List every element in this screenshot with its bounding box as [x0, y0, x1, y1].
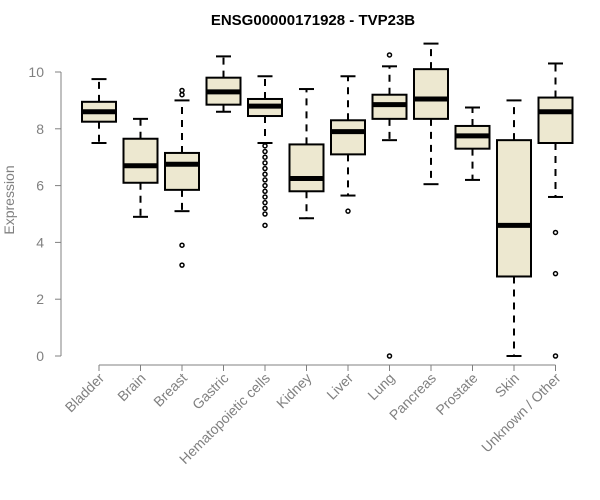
x-tick-label: Breast [150, 370, 190, 410]
box-liver [330, 75, 366, 214]
x-tick-label: Kidney [273, 370, 315, 412]
outlier-point [262, 177, 268, 183]
x-tick-label: Bladder [62, 370, 108, 416]
y-tick-label: 4 [36, 234, 44, 250]
y-tick-label: 10 [28, 64, 44, 80]
iqr-box [330, 119, 366, 156]
iqr-box [122, 137, 159, 184]
iqr-box [537, 96, 574, 144]
iqr-box [496, 139, 532, 278]
outlier-point [345, 208, 351, 214]
boxes-layer [81, 42, 574, 359]
chart-title: ENSG00000171928 - TVP23B [211, 12, 415, 29]
outlier-point [386, 353, 393, 359]
x-tick-label: Skin [492, 370, 523, 401]
box-gastric [205, 55, 242, 113]
x-tick-label: Prostate [432, 370, 480, 418]
iqr-box [413, 68, 449, 120]
outlier-point [262, 222, 268, 229]
outlier-point [262, 165, 268, 172]
outlier-point [262, 182, 268, 189]
y-tick-label: 8 [36, 121, 44, 137]
box-brain [122, 117, 159, 218]
y-axis: 0 2 4 6 8 10 [28, 64, 62, 364]
box-breast [164, 87, 200, 268]
outlier-point [262, 188, 268, 195]
outlier-point [552, 353, 559, 359]
outlier-point [262, 148, 268, 155]
outlier-point [262, 194, 268, 200]
outlier-point [552, 270, 559, 277]
outlier-point [262, 154, 268, 160]
y-tick-label: 6 [36, 178, 44, 194]
outlier-point [262, 143, 268, 149]
box-skin [496, 99, 532, 357]
y-tick-label: 0 [36, 348, 44, 364]
outlier-point [179, 91, 185, 98]
box-hematopoietic-cells [247, 75, 283, 229]
box-lung [371, 52, 408, 359]
box-bladder [81, 78, 117, 144]
outlier-point [552, 229, 559, 236]
iqr-box [164, 151, 200, 191]
x-tick-label: Lung [364, 370, 397, 403]
outlier-point [179, 242, 185, 248]
box-unknown-other [537, 62, 574, 359]
outlier-point [262, 171, 268, 177]
outlier-point [262, 199, 268, 206]
outlier-point [179, 262, 185, 268]
outlier-point [262, 160, 268, 166]
y-axis-title: Expression [1, 165, 17, 234]
outlier-point [179, 87, 185, 94]
iqr-box [288, 143, 325, 193]
box-prostate [454, 106, 491, 181]
box-pancreas [413, 42, 449, 186]
outlier-point [262, 211, 268, 217]
outlier-point [386, 52, 393, 58]
x-tick-label: Brain [114, 370, 148, 404]
outlier-point [262, 205, 268, 212]
y-tick-label: 2 [36, 291, 44, 307]
x-tick-label: Liver [323, 370, 356, 403]
x-tick-label: Unknown / Other [478, 370, 564, 456]
box-kidney [288, 88, 325, 220]
